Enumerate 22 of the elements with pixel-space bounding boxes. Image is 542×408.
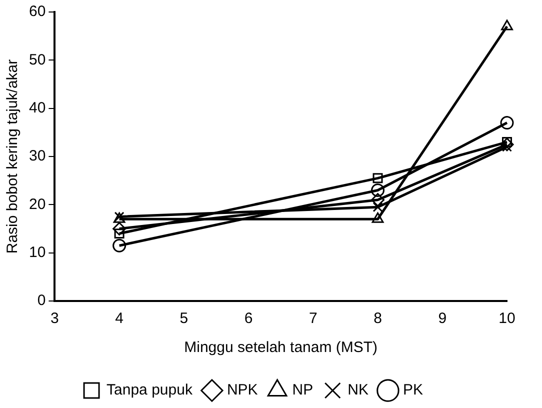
- y-tick-label: 10: [28, 244, 46, 261]
- x-tick-label: 10: [498, 310, 516, 328]
- x-tick-label: 7: [308, 310, 318, 328]
- legend-label: NP: [292, 382, 314, 399]
- x-axis-title: Minggu setelah tanam (MST): [184, 339, 378, 356]
- x-tick-label: 9: [438, 310, 447, 328]
- x-tick-label: 4: [115, 310, 124, 328]
- y-tick-label: 20: [28, 196, 46, 213]
- x-tick-label: 5: [180, 310, 188, 328]
- y-tick-label: 40: [28, 99, 46, 116]
- x-tick-label: 8: [374, 310, 382, 328]
- x-tick-label: 6: [244, 310, 253, 328]
- x-tick-label: 3: [50, 310, 59, 328]
- legend-label: NPK: [226, 382, 258, 399]
- legend-label: Tanpa pupuk: [106, 382, 193, 399]
- y-tick-label: 50: [28, 51, 46, 68]
- y-tick-label: 0: [37, 292, 46, 310]
- y-axis-title: Rasio bobot kering tajuk/akar: [4, 59, 22, 254]
- legend-label: NK: [348, 382, 368, 399]
- y-tick-label: 60: [28, 3, 46, 20]
- legend-label: PK: [402, 382, 423, 399]
- y-tick-label: 30: [28, 148, 46, 165]
